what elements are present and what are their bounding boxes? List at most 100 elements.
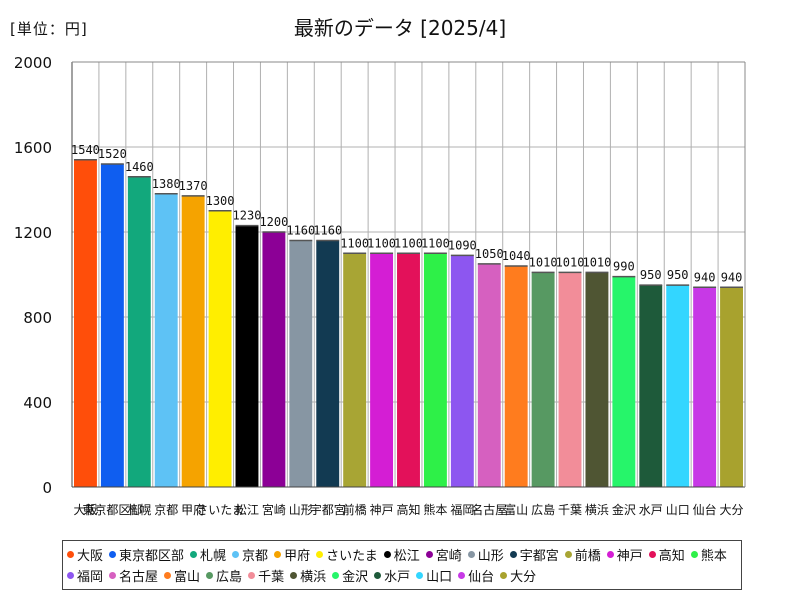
data-label: 1520 [98, 147, 127, 161]
bar [127, 176, 151, 487]
bar [531, 272, 555, 487]
legend-marker-icon [458, 572, 466, 579]
legend-label: 大分 [510, 570, 537, 585]
legend-label: 富山 [174, 570, 201, 585]
legend-item: 名古屋 [109, 565, 158, 586]
data-label: 1100 [367, 236, 396, 250]
legend-marker-icon [290, 572, 298, 579]
legend-item: 高知 [648, 544, 685, 565]
legend-label: 宮崎 [435, 549, 462, 564]
legend-marker-icon [206, 572, 214, 579]
x-tick-label: 水戸 [639, 503, 663, 517]
legend-item: 山形 [467, 544, 504, 565]
legend-item: 京都 [232, 544, 268, 565]
bar [558, 272, 582, 487]
bar [477, 263, 501, 487]
legend-item: さいたま [316, 544, 378, 565]
legend-marker-icon [274, 551, 282, 558]
bar [612, 276, 636, 487]
legend-label: 金沢 [342, 570, 369, 585]
bar [720, 287, 743, 487]
legend-item: 前橋 [564, 544, 601, 565]
legend-marker-icon [109, 551, 117, 558]
legend-label: 京都 [242, 549, 269, 564]
legend-label: 大阪 [77, 549, 104, 564]
legend-item: 東京都区部 [109, 544, 184, 565]
bar [343, 253, 367, 487]
data-label: 1100 [421, 236, 450, 250]
data-label: 950 [667, 268, 689, 282]
legend-marker-icon [232, 551, 240, 558]
data-label: 1370 [179, 179, 208, 193]
legend-item: 富山 [164, 565, 200, 586]
x-tick-label: 東京都区部 [82, 502, 142, 517]
data-label: 1050 [475, 247, 504, 261]
x-tick-label: 松江 [235, 503, 259, 517]
legend-label: 千葉 [258, 570, 285, 585]
bar [100, 164, 124, 487]
x-tick-label: 山口 [666, 503, 690, 517]
bar [423, 253, 447, 487]
data-label: 940 [694, 270, 716, 284]
bar [639, 285, 663, 487]
x-tick-label: 大阪 [73, 503, 97, 517]
bar [504, 266, 528, 487]
x-tick-label: 京都 [154, 503, 178, 517]
legend-marker-icon [248, 572, 256, 579]
legend-label: 札幌 [200, 549, 227, 564]
legend-label: 福岡 [77, 570, 104, 585]
legend-item: 金沢 [332, 565, 368, 586]
legend-label: 水戸 [384, 570, 411, 585]
legend-label: 松江 [393, 549, 420, 564]
bar [154, 193, 178, 487]
x-tick-label: 金沢 [612, 502, 636, 517]
legend-item: 宇都宮 [509, 544, 559, 565]
y-tick-label: 0 [42, 479, 52, 497]
legend-label: 宇都宮 [519, 549, 559, 564]
x-tick-label: 大分 [720, 503, 744, 517]
y-tick-label: 2000 [14, 54, 52, 72]
chart-legend: 大阪 東京都区部 札幌 京都 甲府 さいたま 松江 宮崎 山形 宇都宮 前橋 神戸 高知 熊本 福岡 名古屋富… [62, 540, 742, 590]
x-tick-label: 甲府 [181, 502, 205, 517]
bar [262, 232, 286, 487]
data-label: 1540 [71, 143, 100, 157]
legend-item: 仙台 [458, 565, 494, 586]
data-label: 1160 [286, 224, 315, 238]
bar [450, 255, 474, 487]
legend-item: 広島 [206, 565, 242, 586]
legend-label: 横浜 [300, 570, 327, 585]
legend-marker-icon [509, 551, 517, 558]
legend-marker-icon [606, 551, 614, 558]
bar [316, 240, 340, 487]
x-tick-label: 熊本 [423, 502, 447, 517]
data-label: 1200 [259, 215, 288, 229]
legend-label: 東京都区部 [119, 549, 185, 564]
legend-item: 横浜 [290, 565, 326, 586]
bar [181, 195, 205, 487]
x-tick-label: 千葉 [558, 503, 582, 517]
data-label: 1160 [313, 224, 342, 238]
x-tick-label: 仙台 [693, 502, 717, 517]
legend-marker-icon [416, 572, 424, 579]
data-label: 1010 [582, 255, 611, 269]
data-label: 1090 [448, 238, 477, 252]
bar [235, 225, 259, 487]
legend-label: 山口 [426, 570, 453, 585]
legend-marker-icon [383, 551, 391, 558]
x-tick-label: 広島 [531, 502, 555, 517]
data-label: 1040 [502, 249, 531, 263]
legend-label: 熊本 [700, 549, 727, 564]
data-label: 950 [640, 268, 662, 282]
legend-label: 広島 [216, 570, 243, 585]
data-label: 1460 [125, 160, 154, 174]
legend-item: 福岡 [67, 565, 103, 586]
x-tick-label: 神戸 [370, 503, 394, 517]
x-tick-label: 山形 [289, 503, 313, 517]
data-label: 1100 [394, 236, 423, 250]
y-tick-label: 400 [23, 394, 52, 412]
legend-item: 大分 [500, 565, 536, 586]
bar [397, 253, 420, 487]
legend-label: 甲府 [284, 549, 311, 564]
x-tick-label: 名古屋 [471, 502, 507, 517]
bar [289, 240, 313, 487]
